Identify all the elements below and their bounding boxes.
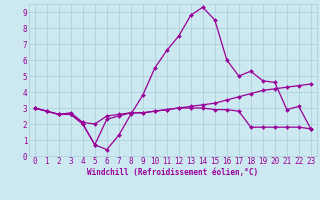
X-axis label: Windchill (Refroidissement éolien,°C): Windchill (Refroidissement éolien,°C) [87,168,258,177]
